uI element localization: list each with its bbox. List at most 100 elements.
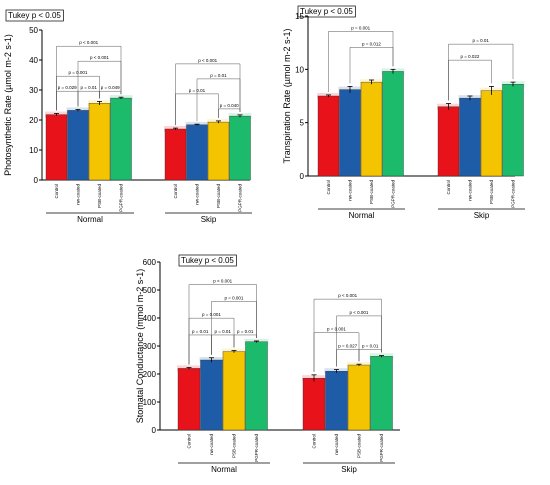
bar-skip-3	[370, 356, 393, 431]
category-label: PGPR-coated	[511, 180, 516, 208]
p-value-label: p < 0.001	[79, 40, 98, 45]
category-label: nw-coated	[195, 184, 200, 205]
bar-skip-0	[164, 128, 187, 181]
p-value-label: p = 0.01	[362, 344, 379, 349]
significance-bracket	[358, 349, 382, 362]
group-label: Skip	[201, 215, 217, 224]
y-tick-label: 0	[300, 172, 305, 181]
p-value-label: p = 0.01	[215, 329, 232, 334]
tukey-label: Tukey p < 0.05	[181, 256, 234, 265]
y-tick-label: 50	[29, 26, 38, 35]
significance-bracket	[211, 301, 257, 355]
y-axis-label: Photosynthetic Rate (µmol m-2 s-1)	[3, 34, 13, 176]
p-value-label: p = 0.001	[327, 327, 346, 332]
significance-bracket	[175, 93, 219, 126]
p-value-label: p = 0.027	[338, 344, 357, 349]
y-tick-label: 10	[29, 146, 38, 155]
p-value-label: p = 0.012	[362, 41, 381, 46]
y-tick-label: 20	[29, 116, 38, 125]
bar-normal-0	[317, 95, 340, 177]
category-label: PSB-coated	[97, 184, 102, 209]
group-label: Normal	[77, 215, 103, 224]
p-value-label: p = 0.001	[225, 295, 244, 300]
significance-bracket	[349, 47, 394, 84]
tukey-box	[5, 9, 64, 22]
chart-panel-3: 0 100 200 300 400 500 600 Stomatal Conductance …	[135, 254, 400, 474]
y-tick-label: 0	[152, 426, 157, 435]
chart-panel-1: 0 10 20 30 40 50 Photosynthetic Rate (µmol m-2…	[3, 9, 252, 224]
tukey-label: Tukey p < 0.05	[300, 7, 353, 16]
group-label: Skip	[474, 211, 490, 220]
significance-bracket	[233, 334, 257, 348]
bar-normal-2	[222, 351, 246, 431]
y-tick-label: 500	[143, 286, 157, 295]
significance-bracket	[77, 60, 122, 107]
category-label: PSB-coated	[357, 434, 362, 459]
bar-skip-0	[437, 106, 460, 177]
p-value-label: p = 0.022	[461, 54, 480, 59]
significance-bracket	[218, 108, 241, 118]
bar-normal-3	[110, 97, 132, 181]
bar-normal-1	[339, 89, 361, 177]
y-axis-label: Transpiration Rate (µmol m-2 s-1)	[282, 29, 292, 164]
p-value-label: p = 0.049	[101, 85, 120, 90]
p-value-label: p = 0.01	[192, 329, 209, 334]
p-value-label: p = 0.01	[237, 329, 254, 334]
tukey-box	[178, 254, 237, 267]
p-value-label: p = 0.01	[210, 73, 227, 78]
bar-skip-1	[325, 371, 348, 431]
bar-skip-3	[229, 115, 251, 181]
category-label: Control	[446, 180, 451, 195]
category-label: PSB-coated	[232, 434, 237, 459]
p-value-label: p = 0.01	[189, 88, 206, 93]
category-label: PGPR-coated	[119, 184, 124, 212]
significance-bracket	[313, 332, 360, 372]
y-tick-label: 300	[143, 342, 157, 351]
bar-skip-3	[502, 84, 524, 177]
category-label: PGPR-coated	[238, 184, 243, 212]
bar-normal-2	[88, 102, 111, 181]
p-value-label: p < 0.001	[338, 293, 357, 298]
significance-bracket	[448, 59, 492, 101]
y-tick-label: 400	[143, 314, 157, 323]
significance-bracket	[196, 78, 241, 122]
category-label: PGPR-coated	[254, 434, 259, 462]
y-tick-label: 30	[29, 86, 38, 95]
p-value-label: p < 0.001	[198, 58, 217, 63]
p-value-label: p < 0.001	[350, 310, 369, 315]
group-label: Normal	[211, 465, 237, 474]
p-value-label: p < 0.001	[213, 279, 232, 284]
bar-normal-1	[200, 359, 223, 431]
p-value-label: p = 0.040	[220, 103, 239, 108]
y-tick-label: 0	[34, 176, 39, 185]
group-label: Normal	[349, 211, 375, 220]
bar-skip-2	[207, 121, 230, 181]
bar-normal-3	[245, 341, 268, 431]
p-value-label: p = 0.01	[81, 85, 98, 90]
bar-skip-1	[459, 97, 481, 177]
tukey-box	[297, 5, 356, 18]
category-label: PGPR-coated	[379, 434, 384, 462]
bar-normal-2	[360, 81, 383, 177]
y-axis-label: Stomatal Conductance (mmol m-2 s-1)	[135, 269, 145, 424]
p-value-label: p = 0.001	[351, 25, 370, 30]
significance-bracket	[99, 90, 122, 99]
category-label: Control	[312, 434, 317, 449]
y-tick-label: 600	[143, 258, 157, 267]
bar-skip-2	[347, 364, 371, 431]
p-value-label: p = 0.029	[58, 85, 77, 90]
tukey-label: Tukey p < 0.05	[8, 11, 61, 20]
category-label: Control	[173, 184, 178, 199]
category-label: nw-coated	[209, 434, 214, 455]
bar-normal-3	[382, 71, 404, 177]
category-label: Control	[54, 184, 59, 199]
significance-bracket	[336, 315, 382, 367]
p-value-label: p = 0.01	[473, 38, 490, 43]
bar-normal-1	[67, 110, 89, 181]
category-label: PSB-coated	[489, 180, 494, 205]
category-label: nw-coated	[468, 180, 473, 201]
y-tick-label: 100	[143, 398, 157, 407]
bar-skip-1	[186, 124, 208, 181]
